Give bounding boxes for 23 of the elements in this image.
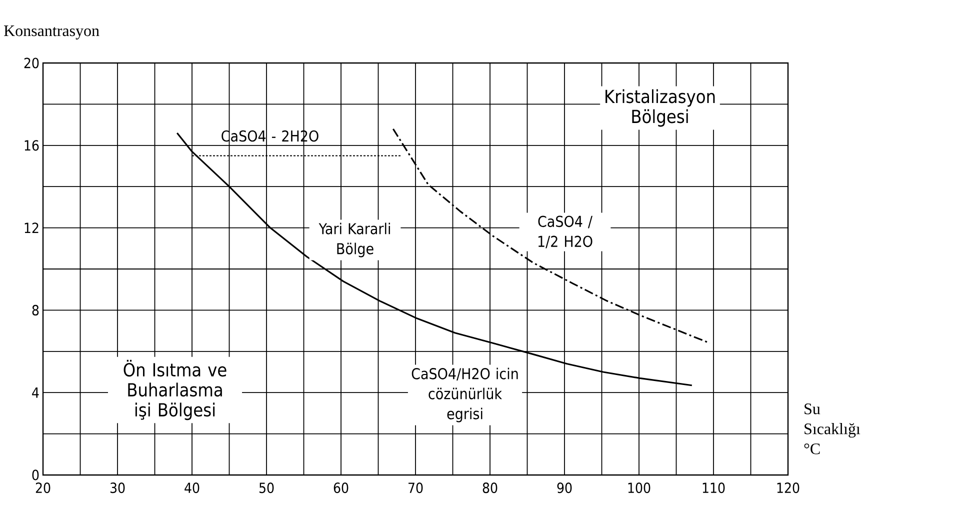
x-axis-title: Su Sıcaklığı °C [804,404,860,454]
x-tick-label: 30 [110,482,125,494]
annotation: CaSO4 / 1/2 H2O [538,216,592,248]
x-tick-label: 70 [408,482,423,494]
x-tick-label: 100 [628,482,650,494]
annotation: Yari Kararli Bölge [318,222,390,258]
y-tick-label: 0 [32,470,39,480]
annotation: Ön Isıtma ve Buharlasma işi Bölgesi [124,360,226,420]
y-axis-title: Konsantrasyon [4,26,100,40]
y-tick-label: 8 [32,304,39,316]
annotation: Kristalizasyon Bölgesi [606,89,715,127]
x-tick-label: 60 [334,482,348,494]
x-tick-label: 40 [184,482,200,494]
x-tick-label: 120 [777,482,800,494]
x-tick-label: 80 [482,482,498,494]
x-tick-label: 90 [557,482,572,494]
y-tick-label: 20 [24,58,39,68]
y-tick-label: 12 [24,222,38,233]
x-tick-label: 50 [259,482,274,494]
y-tick-label: 4 [32,387,39,398]
x-tick-label: 110 [702,482,725,494]
y-tick-label: 16 [24,140,39,151]
annotation: CaSO4/H2O icin cözünürlük egrisi [412,368,518,422]
